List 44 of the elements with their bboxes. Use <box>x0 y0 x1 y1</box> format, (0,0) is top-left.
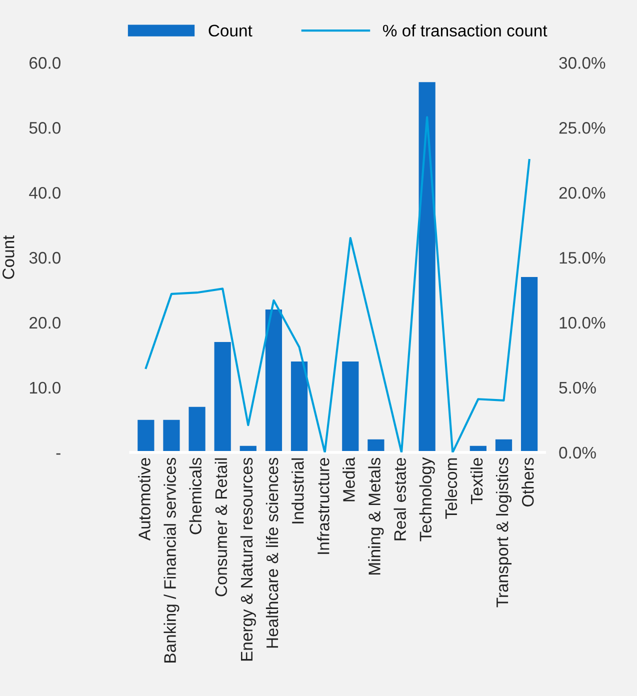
y2-tick-label: 0.0% <box>559 446 596 459</box>
x-tick-label: Technology <box>419 457 435 542</box>
y2-tick-label: 10.0% <box>560 316 606 329</box>
y-axis-title: Count <box>2 235 14 279</box>
bar <box>138 420 154 452</box>
x-tick-label: Others <box>522 458 534 506</box>
legend-label: % of transaction count <box>382 24 548 37</box>
bar <box>214 342 231 452</box>
y2-tick-label: 30.0% <box>559 57 606 69</box>
y-tick-label: 40.0 <box>29 186 60 199</box>
x-tick-label: Automotive <box>138 458 150 541</box>
y2-tick-label: 5.0% <box>559 382 596 394</box>
bar <box>188 406 206 452</box>
bar <box>342 361 359 452</box>
x-tick-label: Media <box>342 457 355 502</box>
y-tick-label: 60.0 <box>30 57 60 69</box>
x-tick-label: Chemicals <box>189 458 202 534</box>
bar <box>290 361 308 452</box>
line-series <box>144 116 530 452</box>
y2-tick-label: 20.0% <box>559 186 606 199</box>
y-tick-label: 50.0 <box>29 122 60 134</box>
bar <box>163 420 180 452</box>
x-tick-label: Telecom <box>444 458 458 519</box>
x-tick-label: Mining & Metals <box>368 458 384 574</box>
x-tick-label: Real estate <box>394 458 406 540</box>
x-tick-label: Industrial <box>292 458 304 524</box>
bar <box>368 439 384 452</box>
x-tick-label: Transport & logistics <box>496 458 512 608</box>
x-tick-label: Textile <box>470 458 483 504</box>
y-tick-label: 10.0 <box>30 382 60 394</box>
x-tick-label: Healthcare & life sciences <box>266 458 278 648</box>
x-tick-label: Energy & Natural resources <box>240 458 256 661</box>
y2-tick-label: 15.0% <box>560 252 606 264</box>
x-tick-label: Infrastructure <box>317 458 330 554</box>
y-tick-label: 20.0 <box>30 316 60 329</box>
bar <box>265 309 282 452</box>
bar <box>418 82 436 452</box>
y-tick-label: 30.0 <box>29 252 60 264</box>
legend-label: Count <box>208 24 252 37</box>
x-tick-label: Banking / Financial services <box>164 458 180 662</box>
bar <box>520 277 538 452</box>
x-tick-label: Consumer & Retail <box>214 458 228 596</box>
y2-tick-label: 25.0% <box>559 122 606 134</box>
y-tick-label: - <box>56 453 60 455</box>
